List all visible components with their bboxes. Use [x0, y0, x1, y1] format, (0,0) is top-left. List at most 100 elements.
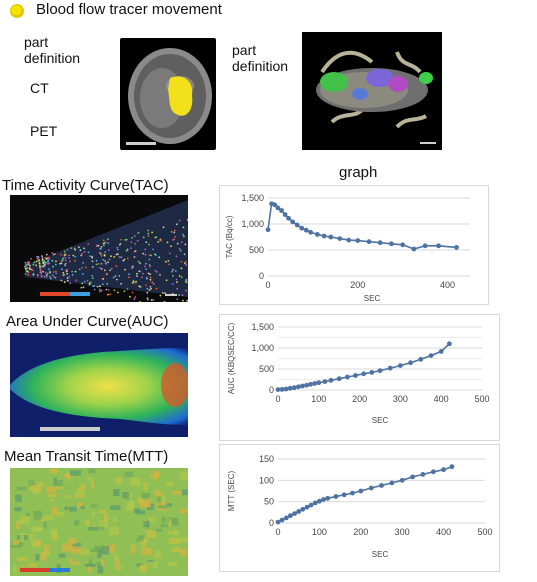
tac-dot [68, 257, 71, 259]
mtt-noise-patch [30, 485, 40, 491]
tac-dot [54, 263, 57, 266]
tac-dot [107, 293, 109, 296]
mtt-noise-patch [99, 520, 109, 528]
tac-dot [117, 291, 119, 294]
tac-dot [32, 263, 35, 266]
tac-dot [149, 278, 152, 281]
tac-data-point [308, 229, 313, 235]
tac-dot [63, 281, 66, 284]
mtt-noise-patch [49, 468, 58, 474]
tac-dot [168, 252, 171, 255]
tac-dot [45, 261, 48, 264]
mtt-noise-patch [180, 549, 187, 557]
tac-dot [144, 253, 147, 256]
tac-scatter-graphic [24, 200, 188, 302]
tac-dot [174, 236, 177, 238]
mtt-noise-patch [160, 524, 168, 528]
mtt-heatmap-image [10, 468, 188, 576]
mtt-data-point [358, 488, 364, 494]
auc-heatmap-graphic [10, 333, 188, 437]
auc-data-point [447, 341, 452, 347]
tac-dot [156, 271, 158, 273]
tac-data-point [321, 233, 327, 239]
tac-dot [44, 256, 47, 259]
tac-dot [82, 286, 85, 289]
auc-data-point [287, 385, 293, 391]
auc-data-point [353, 373, 358, 378]
tac-dot [171, 283, 174, 285]
tac-data-point [422, 243, 428, 249]
tac-dot [125, 238, 128, 241]
tac-dot [96, 285, 99, 288]
tac-dot [98, 251, 101, 254]
tac-dot [83, 251, 86, 253]
tac-dot [127, 276, 130, 279]
tac-dot [162, 226, 165, 229]
mtt-ytick-label: 0 [269, 518, 274, 528]
tac-dot [102, 239, 105, 242]
tac-dot [88, 283, 91, 286]
tac-dot [45, 258, 48, 260]
tac-dot [30, 268, 32, 271]
mtt-xtick-label: 200 [353, 527, 368, 537]
page-title: Blood flow tracer movement [36, 1, 222, 18]
mtt-noise-patch [88, 526, 99, 531]
mtt-noise-patch [23, 533, 34, 539]
mtt-noise-patch [136, 510, 146, 515]
tac-dot [118, 256, 121, 258]
tac-data-point [355, 238, 361, 243]
tac-dot [81, 273, 84, 275]
mtt-noise-patch [168, 518, 172, 527]
mtt-noise-patch [141, 493, 151, 499]
tac-dot [39, 269, 42, 271]
tac-data-point [265, 227, 271, 233]
mtt-data-point [275, 519, 281, 525]
auc-data-point [387, 365, 393, 371]
tac-dot [133, 298, 136, 301]
tac-dot [182, 299, 184, 302]
auc-ytick-label: 500 [259, 364, 274, 374]
mtt-noise-patch [130, 544, 136, 554]
mtt-noise-patch [28, 563, 38, 568]
tac-dot [130, 241, 133, 243]
tac-dot [27, 263, 30, 266]
tac-dot [184, 243, 187, 246]
tac-dot [99, 285, 101, 288]
tac-data-point [303, 227, 309, 233]
mtt-noise-patch [71, 546, 82, 554]
tac-dot [142, 252, 145, 255]
mtt-noise-patch [140, 539, 147, 547]
tac-dot [136, 275, 138, 277]
tac-dot [35, 260, 38, 263]
tac-dot [100, 262, 103, 265]
tac-dot [89, 281, 92, 284]
tac-data-point [454, 245, 459, 250]
mtt-noise-patch [161, 516, 166, 523]
mtt-noise-patch [50, 528, 58, 537]
mtt-noise-patch [113, 516, 117, 523]
tac-dot [66, 277, 69, 279]
tac-dot [144, 265, 146, 268]
tac-dot [149, 276, 152, 279]
section-title-mtt: Mean Transit Time(MTT) [4, 448, 169, 465]
mtt-noise-patch [21, 564, 25, 570]
tac-dot [126, 288, 129, 290]
auc-data-point [291, 385, 297, 391]
tac-dot [27, 273, 30, 276]
mtt-noise-patch [91, 480, 95, 489]
mtt-noise-patch [96, 561, 101, 567]
mtt-noise-patch [152, 528, 163, 532]
tac-dot [93, 288, 96, 291]
tac-dot [93, 285, 96, 287]
mtt-data-point [300, 506, 306, 512]
tac-dot [68, 254, 70, 257]
tac-dot [178, 219, 181, 222]
tac-dot [83, 280, 86, 283]
tac-dot [98, 290, 101, 293]
tac-dot [54, 276, 57, 279]
tac-dot [50, 277, 52, 280]
mtt-noise-patch [97, 549, 102, 558]
mtt-yaxis-label: MTT (SEC) [227, 471, 236, 512]
tac-dot [182, 233, 184, 236]
tac-dot [130, 247, 132, 249]
